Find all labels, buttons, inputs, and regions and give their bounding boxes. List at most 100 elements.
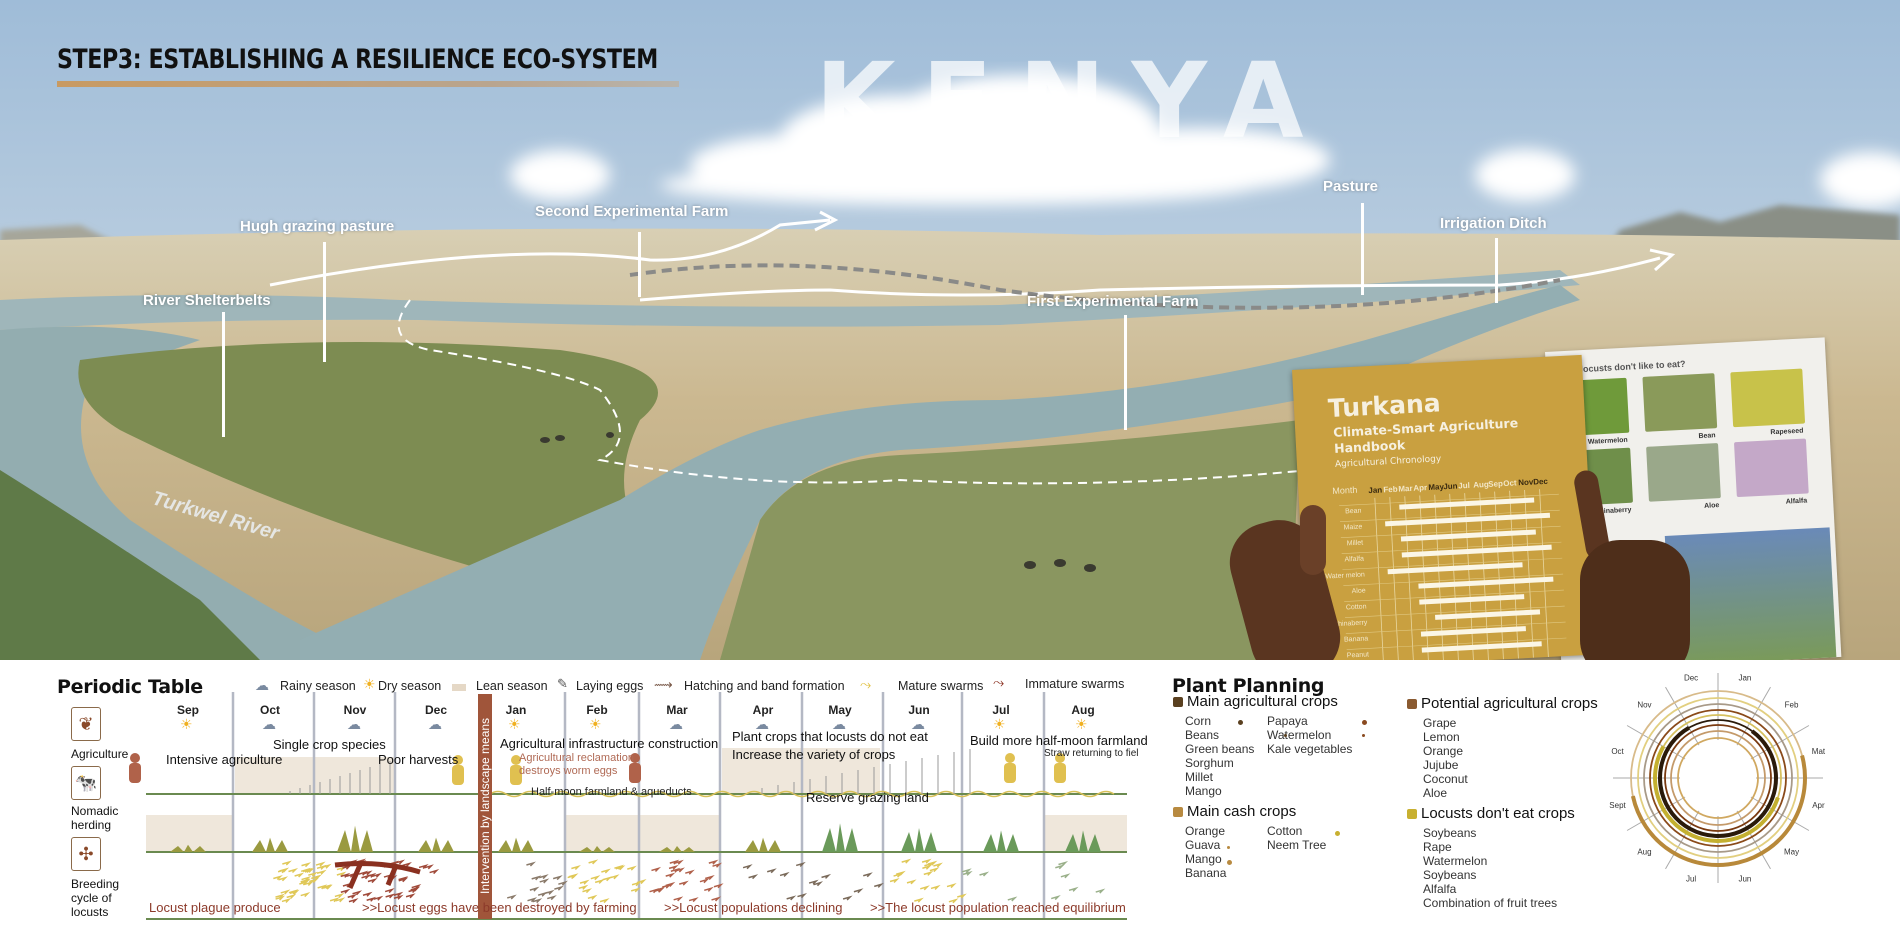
locust-mark bbox=[334, 892, 345, 898]
note-plague: Locust plague produce bbox=[149, 900, 281, 915]
locust-mark bbox=[813, 881, 824, 887]
dashed-route bbox=[397, 299, 1311, 485]
handbook-crop: Chinaberry bbox=[1333, 619, 1368, 628]
crop-growing-bar bbox=[1385, 512, 1551, 527]
locust-mark bbox=[340, 888, 351, 894]
crop-season-arc bbox=[1658, 726, 1778, 838]
locust-mark bbox=[294, 872, 305, 878]
locust-mark bbox=[651, 866, 662, 872]
group-heading-text: Potential agricultural crops bbox=[1421, 695, 1598, 712]
elephants bbox=[540, 432, 1096, 572]
photo-label: Watermelon bbox=[1587, 436, 1628, 446]
handbook-month: Mar bbox=[1398, 484, 1413, 494]
locust-mark bbox=[373, 895, 384, 901]
locust-mark bbox=[699, 878, 710, 884]
group-heading-text: Locusts don't eat crops bbox=[1421, 805, 1575, 822]
locust-mark bbox=[842, 895, 853, 901]
locust-mark bbox=[558, 880, 568, 886]
locust-mark bbox=[797, 893, 808, 899]
ring-month-label: Jun bbox=[1738, 874, 1751, 883]
clouds bbox=[510, 75, 1900, 208]
crop-dot bbox=[1238, 720, 1243, 725]
crop-dot bbox=[1362, 720, 1367, 725]
landscape-rendering: STEP3: ESTABLISHING A RESILIENCE ECO-SYS… bbox=[0, 0, 1900, 660]
locust-mark bbox=[554, 885, 564, 891]
locust-mark bbox=[587, 894, 598, 900]
locust-mark bbox=[300, 892, 311, 898]
info-panel: Periodic Table Rainy season ☁ ☀ Dry seas… bbox=[0, 660, 1900, 927]
handbook-left-page: Turkana Climate-Smart Agriculture Handboo… bbox=[1292, 354, 1598, 660]
handbook-crop: Peanut bbox=[1347, 651, 1370, 659]
crop-ring bbox=[1664, 724, 1772, 832]
locust-mark bbox=[1060, 873, 1071, 879]
locust-mark bbox=[531, 875, 542, 881]
crop-item: Soybeans bbox=[1423, 868, 1477, 882]
group-heading: Potential agricultural crops bbox=[1407, 695, 1598, 712]
landscape-illustration bbox=[0, 0, 1900, 660]
crop-growing-bar bbox=[1420, 626, 1526, 637]
locust-mark bbox=[708, 859, 719, 865]
locust-mark bbox=[933, 862, 943, 868]
locust-mark bbox=[288, 889, 299, 895]
handbook-month: Apr bbox=[1413, 483, 1427, 493]
grid-line bbox=[1374, 497, 1384, 660]
farmer-figure-icon bbox=[452, 765, 464, 785]
month-label-nov: Nov bbox=[343, 703, 367, 717]
locust-mark bbox=[924, 862, 934, 868]
flow-arrow-line bbox=[269, 218, 831, 287]
locust-mark bbox=[795, 861, 806, 867]
crop-item: Orange bbox=[1185, 824, 1226, 838]
locust-mark bbox=[901, 858, 912, 864]
locust-mark bbox=[962, 870, 973, 876]
farmer-figure-icon bbox=[1055, 753, 1065, 763]
sun-icon: ☀ bbox=[993, 716, 1006, 732]
note-intensive: Intensive agriculture bbox=[166, 752, 283, 767]
chronology-chart: Jan Feb Mar Apr May Jun Jul Aug Sep Oct Nov Dec Bean… bbox=[1292, 355, 1582, 660]
locust-mark bbox=[1051, 895, 1061, 901]
grid-line bbox=[1345, 621, 1566, 634]
crop-item: Mango bbox=[1185, 784, 1222, 798]
locust-mark bbox=[601, 868, 611, 874]
crop-ring bbox=[1649, 709, 1787, 847]
crop-item: Green beans bbox=[1185, 742, 1255, 756]
month-label-jun: Jun bbox=[908, 703, 930, 717]
rain-cloud-icon: ☁ bbox=[347, 716, 361, 732]
left-thumb bbox=[1300, 505, 1326, 575]
grass-tuft-icon bbox=[170, 844, 206, 852]
grass-tuft-icon bbox=[579, 846, 615, 852]
locust-mark bbox=[711, 896, 722, 902]
locust-mark bbox=[631, 881, 642, 887]
crop-item: Rape bbox=[1423, 840, 1452, 854]
locust-mark bbox=[590, 875, 601, 881]
crop-item: Watermelon bbox=[1267, 728, 1332, 742]
locust-mark bbox=[395, 859, 406, 865]
legend-mature: Mature swarms bbox=[898, 679, 984, 693]
locust-mark bbox=[547, 895, 557, 901]
locust-mark bbox=[532, 898, 543, 904]
locust-mark bbox=[588, 859, 599, 865]
locust-mark bbox=[527, 897, 538, 903]
locust-mark bbox=[704, 886, 714, 892]
note-infrastructure: Agricultural infrastructure construction bbox=[500, 736, 719, 751]
lean-season-shade bbox=[565, 815, 719, 852]
rain-cloud-icon: ☁ bbox=[755, 716, 769, 732]
locust-mark bbox=[309, 877, 319, 884]
group-heading-text: Main agricultural crops bbox=[1187, 693, 1338, 710]
grass-tuft-icon bbox=[337, 825, 373, 852]
farmer-figure-icon bbox=[1005, 753, 1015, 763]
locust-mark bbox=[748, 874, 759, 880]
sun-icon: ☀ bbox=[589, 716, 602, 732]
locust-mark bbox=[929, 867, 940, 873]
locust-mark bbox=[279, 867, 290, 873]
month-spoke bbox=[1665, 810, 1700, 870]
crop-item: Grape bbox=[1423, 716, 1457, 730]
egg-pod-icon: ✎ bbox=[557, 676, 568, 691]
month-label-mar: Mar bbox=[666, 703, 688, 717]
locust-mark bbox=[411, 884, 422, 890]
locust-mark bbox=[275, 895, 286, 901]
note-half-moon: Half-moon farmland & aqueducts bbox=[531, 786, 692, 798]
month-label-dec: Dec bbox=[424, 703, 448, 717]
crop-item: Millet bbox=[1185, 770, 1214, 784]
crop-season-arc bbox=[1630, 754, 1807, 867]
